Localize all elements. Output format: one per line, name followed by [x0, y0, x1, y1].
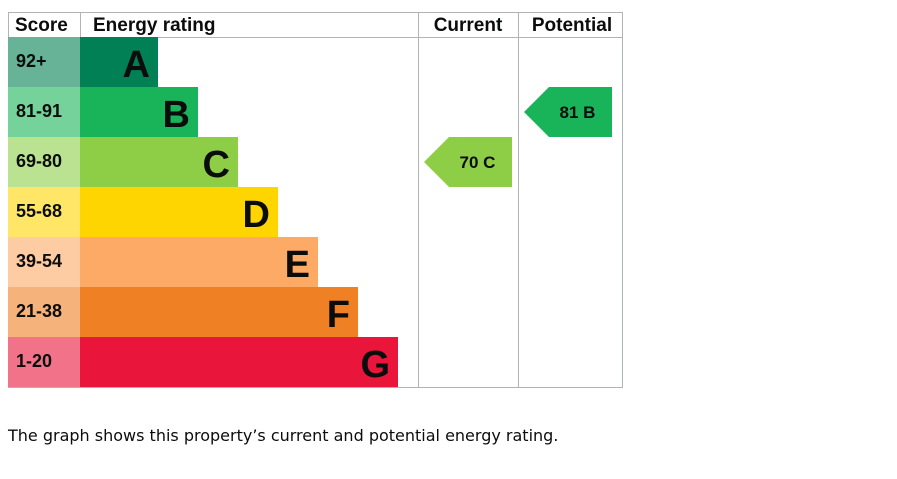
- band-b: 81-91 B: [8, 87, 198, 137]
- band-d: 55-68 D: [8, 187, 278, 237]
- potential-rating-arrow: 81 B: [524, 87, 612, 137]
- chart-caption: The graph shows this property’s current …: [8, 426, 559, 445]
- score-cell-f: [8, 287, 80, 337]
- score-cell-g: [8, 337, 80, 387]
- header-current: Current: [434, 15, 503, 36]
- band-a: 92+ A: [8, 37, 158, 87]
- current-rating-arrow: 70 C: [424, 137, 512, 187]
- header-energy-rating: Energy rating: [93, 15, 215, 36]
- band-bar-b: [80, 87, 198, 137]
- score-label-f: 21-38: [16, 301, 62, 321]
- band-letter-d: D: [243, 194, 270, 236]
- band-g: 1-20 G: [8, 337, 398, 387]
- chart-headers: Score Energy rating Current Potential: [15, 15, 612, 36]
- score-label-g: 1-20: [16, 351, 52, 371]
- rating-arrows: 70 C 81 B: [424, 87, 612, 187]
- epc-chart: Score Energy rating Current Potential 92…: [8, 12, 623, 388]
- score-label-b: 81-91: [16, 101, 62, 121]
- band-letter-f: F: [327, 294, 350, 336]
- score-cell-b: [8, 87, 80, 137]
- band-bar-c: [80, 137, 238, 187]
- score-cell-a: [8, 37, 80, 87]
- potential-rating-arrow-label: 81 B: [560, 103, 596, 122]
- score-label-d: 55-68: [16, 201, 62, 221]
- score-label-c: 69-80: [16, 151, 62, 171]
- band-e: 39-54 E: [8, 237, 318, 287]
- score-cell-e: [8, 237, 80, 287]
- band-letter-c: C: [203, 144, 230, 186]
- band-letter-a: A: [123, 44, 150, 86]
- band-bar-a: [80, 37, 158, 87]
- band-bar-e: [80, 237, 318, 287]
- score-label-e: 39-54: [16, 251, 62, 271]
- band-c: 69-80 C: [8, 137, 238, 187]
- band-letter-b: B: [163, 94, 190, 136]
- band-bar-g: [80, 337, 398, 387]
- band-bar-f: [80, 287, 358, 337]
- score-label-a: 92+: [16, 51, 47, 71]
- score-cell-c: [8, 137, 80, 187]
- band-bar-d: [80, 187, 278, 237]
- band-f: 21-38 F: [8, 287, 358, 337]
- header-score: Score: [15, 15, 68, 36]
- band-letter-g: G: [360, 344, 390, 386]
- current-rating-arrow-label: 70 C: [460, 153, 496, 172]
- rating-bands: 92+ A 81-91 B 69-80 C 55-68 D 39-54 E 21-38 F 1-20 G: [8, 37, 398, 387]
- score-cell-d: [8, 187, 80, 237]
- band-letter-e: E: [285, 244, 310, 286]
- header-potential: Potential: [532, 15, 612, 36]
- current-rating-arrow-shape: [424, 137, 512, 187]
- potential-rating-arrow-shape: [524, 87, 612, 137]
